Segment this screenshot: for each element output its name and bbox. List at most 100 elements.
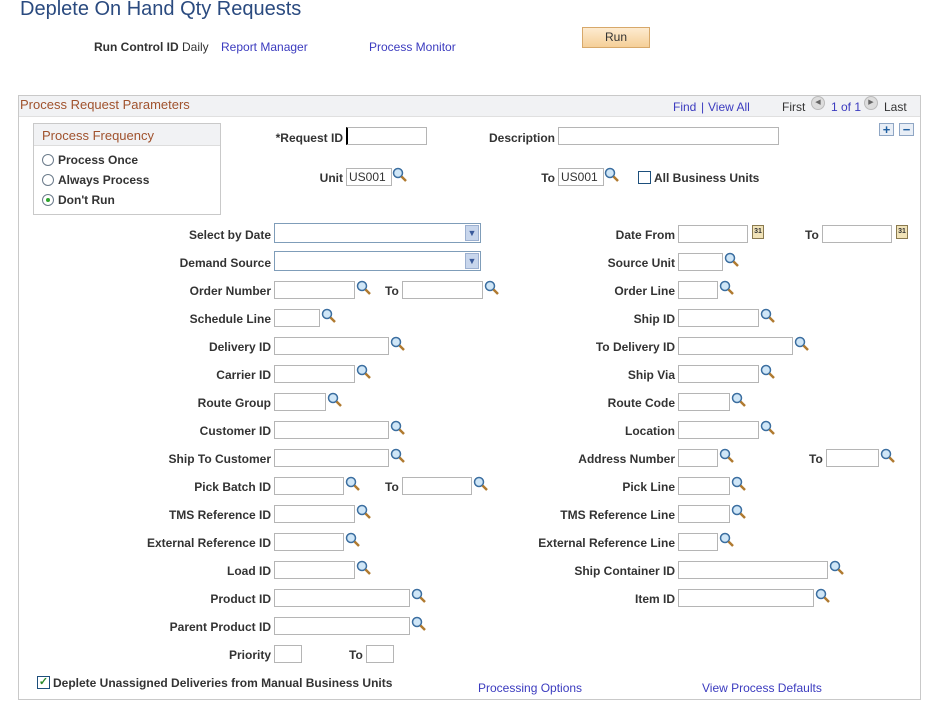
location-input[interactable] <box>678 421 759 439</box>
order-line-input[interactable] <box>678 281 718 299</box>
to-delivery-id-label: To Delivery ID <box>595 340 675 354</box>
route-group-label: Route Group <box>197 396 271 410</box>
process-monitor-link[interactable]: Process Monitor <box>369 40 456 54</box>
order-number-input[interactable] <box>274 281 355 299</box>
customer-id-input[interactable] <box>274 421 389 439</box>
radio-dont-run[interactable] <box>42 194 54 206</box>
delivery-id-input[interactable] <box>274 337 389 355</box>
external-reference-line-lookup-icon[interactable] <box>719 532 735 548</box>
load-id-input[interactable] <box>274 561 355 579</box>
delete-row-button[interactable]: − <box>899 123 914 136</box>
previous-icon[interactable]: ◀ <box>811 96 825 110</box>
tms-reference-id-input[interactable] <box>274 505 355 523</box>
external-reference-line-input[interactable] <box>678 533 718 551</box>
pick-batch-id-to-label: To <box>385 480 399 494</box>
address-number-to-input[interactable] <box>826 449 879 467</box>
customer-id-lookup-icon[interactable] <box>390 420 406 436</box>
run-button[interactable]: Run <box>582 27 650 48</box>
report-manager-link[interactable]: Report Manager <box>221 40 308 54</box>
unit-input[interactable] <box>346 168 392 186</box>
address-number-input[interactable] <box>678 449 718 467</box>
next-icon[interactable]: ▶ <box>864 96 878 110</box>
pick-batch-id-input[interactable] <box>274 477 344 495</box>
date-from-to-input[interactable] <box>822 225 892 243</box>
address-number-label: Address Number <box>578 452 675 466</box>
add-row-button[interactable]: + <box>879 123 894 136</box>
parent-product-id-input[interactable] <box>274 617 410 635</box>
to-delivery-id-input[interactable] <box>678 337 793 355</box>
request-id-input[interactable] <box>346 127 427 145</box>
product-id-lookup-icon[interactable] <box>411 588 427 604</box>
view-process-defaults-link[interactable]: View Process Defaults <box>702 681 822 695</box>
pick-batch-id-lookup-icon[interactable] <box>345 476 361 492</box>
route-group-lookup-icon[interactable] <box>327 392 343 408</box>
pick-line-input[interactable] <box>678 477 730 495</box>
schedule-line-lookup-icon[interactable] <box>321 308 337 324</box>
order-number-to-input[interactable] <box>402 281 483 299</box>
ship-to-customer-label: Ship To Customer <box>168 452 271 466</box>
source-unit-lookup-icon[interactable] <box>724 252 740 268</box>
request-id-label: *Request ID <box>275 131 343 145</box>
source-unit-input[interactable] <box>678 253 723 271</box>
unit-to-input[interactable] <box>558 168 604 186</box>
date-from-input[interactable] <box>678 225 748 243</box>
pick-batch-id-to-lookup-icon[interactable] <box>473 476 489 492</box>
chevron-down-icon: ▼ <box>465 253 479 269</box>
ship-id-lookup-icon[interactable] <box>760 308 776 324</box>
radio-process-once[interactable] <box>42 154 54 166</box>
pick-batch-id-to-input[interactable] <box>402 477 472 495</box>
page-title: Deplete On Hand Qty Requests <box>20 0 302 20</box>
external-reference-id-lookup-icon[interactable] <box>345 532 361 548</box>
route-code-lookup-icon[interactable] <box>731 392 747 408</box>
date-from-to-calendar-icon[interactable]: 31 <box>896 225 908 239</box>
to-delivery-id-lookup-icon[interactable] <box>794 336 810 352</box>
order-number-lookup-icon[interactable] <box>356 280 372 296</box>
item-id-lookup-icon[interactable] <box>815 588 831 604</box>
pick-line-lookup-icon[interactable] <box>731 476 747 492</box>
delivery-id-lookup-icon[interactable] <box>390 336 406 352</box>
ship-id-input[interactable] <box>678 309 759 327</box>
load-id-lookup-icon[interactable] <box>356 560 372 576</box>
deplete-unassigned-checkbox[interactable]: ✓ <box>37 676 50 689</box>
ship-container-id-input[interactable] <box>678 561 828 579</box>
description-input[interactable] <box>558 127 779 145</box>
ship-via-lookup-icon[interactable] <box>760 364 776 380</box>
priority-input[interactable] <box>274 645 302 663</box>
ship-container-id-lookup-icon[interactable] <box>829 560 845 576</box>
route-group-input[interactable] <box>274 393 326 411</box>
all-business-units-label: All Business Units <box>654 171 760 185</box>
demand-source-label: Demand Source <box>179 256 271 270</box>
product-id-input[interactable] <box>274 589 410 607</box>
priority-to-input[interactable] <box>366 645 394 663</box>
unit-lookup-icon[interactable] <box>392 167 408 183</box>
unit-to-lookup-icon[interactable] <box>604 167 620 183</box>
carrier-id-input[interactable] <box>274 365 355 383</box>
item-id-input[interactable] <box>678 589 814 607</box>
all-business-units-checkbox[interactable] <box>638 171 651 184</box>
row-count: 1 of 1 <box>831 100 862 114</box>
address-number-lookup-icon[interactable] <box>719 448 735 464</box>
select-by-date-select[interactable]: ▼ <box>274 223 481 243</box>
order-number-to-lookup-icon[interactable] <box>484 280 500 296</box>
location-lookup-icon[interactable] <box>760 420 776 436</box>
order-line-lookup-icon[interactable] <box>719 280 735 296</box>
tms-reference-line-lookup-icon[interactable] <box>731 504 747 520</box>
tms-reference-line-input[interactable] <box>678 505 730 523</box>
ship-to-customer-input[interactable] <box>274 449 389 467</box>
view-all-link[interactable]: View All <box>708 100 750 114</box>
ship-to-customer-lookup-icon[interactable] <box>390 448 406 464</box>
process-request-panel <box>18 95 921 700</box>
external-reference-id-input[interactable] <box>274 533 344 551</box>
ship-via-input[interactable] <box>678 365 759 383</box>
address-number-to-lookup-icon[interactable] <box>880 448 896 464</box>
tms-reference-id-lookup-icon[interactable] <box>356 504 372 520</box>
processing-options-link[interactable]: Processing Options <box>478 681 583 695</box>
schedule-line-input[interactable] <box>274 309 320 327</box>
parent-product-id-lookup-icon[interactable] <box>411 616 427 632</box>
find-link[interactable]: Find <box>673 100 697 114</box>
demand-source-select[interactable]: ▼ <box>274 251 481 271</box>
route-code-input[interactable] <box>678 393 730 411</box>
date-from-calendar-icon[interactable]: 31 <box>752 225 764 239</box>
carrier-id-lookup-icon[interactable] <box>356 364 372 380</box>
radio-always-process[interactable] <box>42 174 54 186</box>
